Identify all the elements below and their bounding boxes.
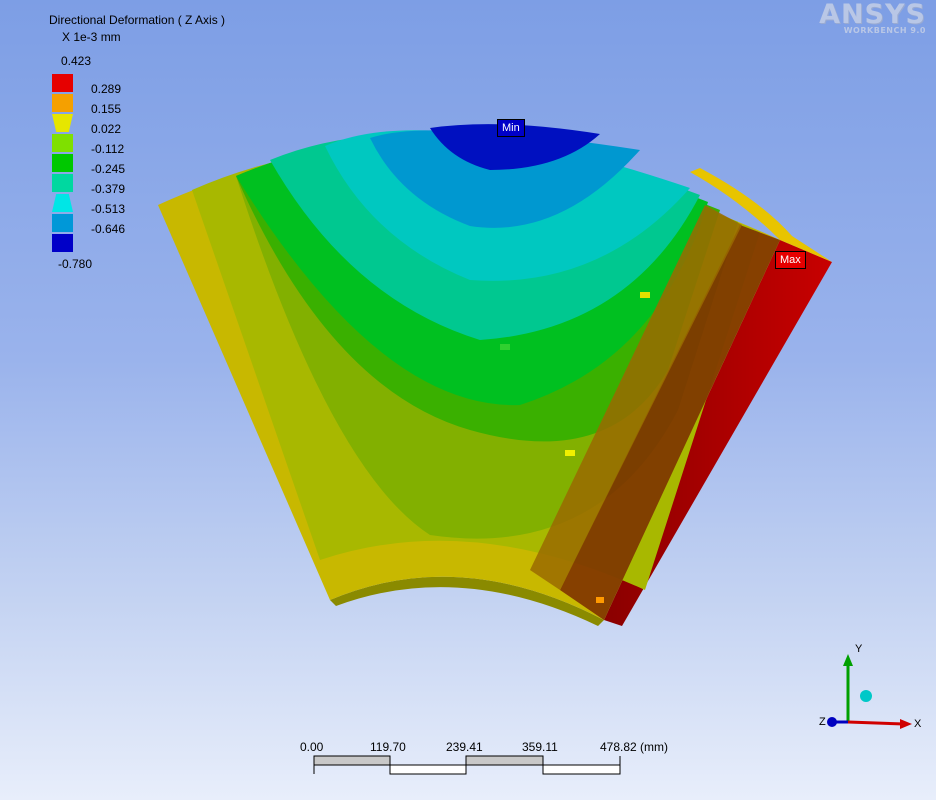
axis-y-label: Y <box>855 643 863 655</box>
legend-swatch <box>52 74 73 92</box>
contour-band <box>530 205 742 590</box>
contour-band <box>370 130 640 228</box>
probe-marker <box>640 292 650 298</box>
axis-x-label: X <box>914 718 922 730</box>
legend-swatch <box>52 154 73 172</box>
legend-label: -0.379 <box>91 182 126 196</box>
legend-swatch <box>52 194 73 212</box>
legend-swatch <box>52 214 73 232</box>
probe-marker <box>500 344 510 350</box>
legend-max-label: 0.423 <box>61 54 92 68</box>
scale-tick-label: 478.82 (mm) <box>600 740 669 754</box>
scale-tick-label: 239.41 <box>446 740 483 754</box>
min-probe-label[interactable]: Min <box>497 119 525 137</box>
triad-axes <box>827 654 912 729</box>
scale-tick-label: 359.11 <box>522 740 558 754</box>
legend-label: -0.245 <box>91 162 126 176</box>
result-title: Directional Deformation ( Z Axis ) <box>49 13 226 27</box>
probe-marker <box>596 597 604 603</box>
logo-version: WORKBENCH 9.0 <box>843 26 926 35</box>
legend-swatch <box>52 134 73 152</box>
result-units: X 1e-3 mm <box>62 30 121 44</box>
legend-label: 0.155 <box>91 102 122 116</box>
scale-tick-label: 0.00 <box>300 740 324 754</box>
legend-label: -0.112 <box>91 142 125 156</box>
legend-swatch <box>52 114 73 132</box>
legend-min-label: -0.780 <box>58 257 93 271</box>
contour-legend[interactable]: 0.423 0.289 0.155 0.022 -0.112 -0.245 -0… <box>0 0 200 280</box>
ansys-logo: ANSYS WORKBENCH 9.0 <box>819 0 926 36</box>
model-top-edge <box>690 168 832 262</box>
axis-z-label: Z <box>819 716 826 728</box>
legend-label: -0.513 <box>91 202 126 216</box>
legend-swatch <box>52 94 73 112</box>
legend-label: -0.646 <box>91 222 126 236</box>
legend-label: 0.022 <box>91 122 122 136</box>
model-bottom-edge <box>330 576 604 626</box>
scale-bar: 0.00 119.70 239.41 359.11 478.82 (mm) <box>300 738 700 783</box>
legend-swatch <box>52 234 73 252</box>
contour-band <box>430 124 600 170</box>
probe-marker <box>565 450 575 456</box>
coordinate-triad[interactable]: Y X Z <box>812 640 932 740</box>
legend-swatch <box>52 174 73 192</box>
scale-bar-graphic <box>313 755 621 775</box>
logo-brand: ANSYS <box>819 0 926 30</box>
legend-label: 0.289 <box>91 82 122 96</box>
contour-band <box>560 225 780 620</box>
scale-tick-label: 119.70 <box>370 740 406 754</box>
max-probe-label[interactable]: Max <box>775 251 806 269</box>
